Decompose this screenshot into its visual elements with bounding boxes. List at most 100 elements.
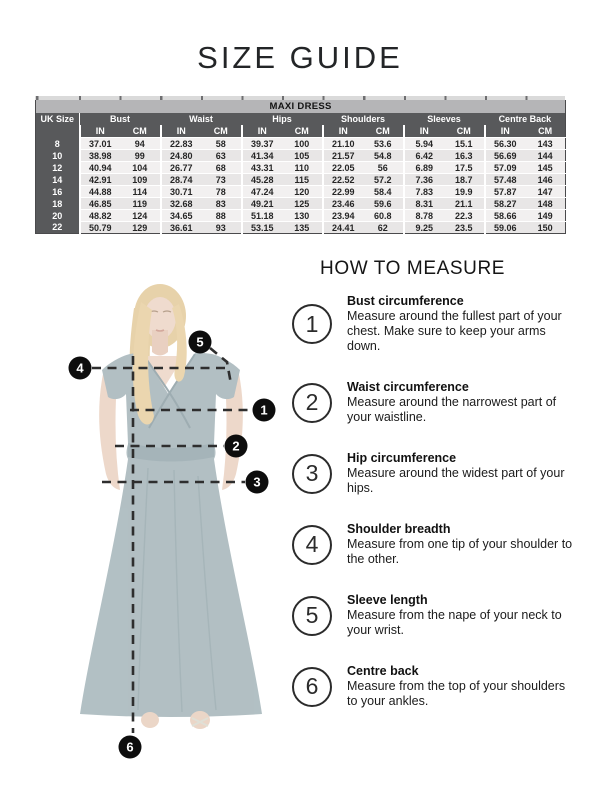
table-cell: 143 — [525, 137, 566, 150]
unit-header: CM — [525, 125, 566, 138]
measure-step-heading: Shoulder breadth — [347, 522, 451, 536]
table-cell: 15.1 — [444, 137, 485, 150]
marker-3: 3 — [245, 470, 269, 494]
table-cell: 28.74 — [159, 173, 201, 186]
unit-header: IN — [321, 125, 363, 138]
uk-size-cell: 16 — [35, 185, 80, 198]
table-cell: 63 — [201, 149, 242, 162]
measure-step-heading: Bust circumference — [347, 294, 464, 308]
table-title: MAXI DRESS — [35, 100, 566, 113]
svg-text:5: 5 — [196, 335, 203, 350]
table-cell: 22.83 — [159, 137, 201, 150]
table-cell: 100 — [282, 137, 323, 150]
table-cell: 83 — [201, 197, 242, 210]
measure-step-description: Measure around the fullest part of your … — [347, 309, 562, 353]
measure-step-description: Measure from one tip of your shoulder to… — [347, 537, 573, 566]
measure-step-description: Measure from the top of your shoulders t… — [347, 679, 566, 708]
table-cell: 37.01 — [78, 137, 120, 150]
table-cell: 38.98 — [78, 149, 120, 162]
table-cell: 34.65 — [159, 209, 201, 222]
table-cell: 88 — [201, 209, 242, 222]
table-cell: 124 — [120, 209, 161, 222]
measure-step-heading: Hip circumference — [347, 451, 457, 465]
measure-item: 4 Shoulder breadth Measure from one tip … — [290, 522, 586, 567]
table-cell: 6.42 — [402, 149, 444, 162]
measure-item: 5 Sleeve length Measure from the nape of… — [290, 593, 586, 638]
table-cell: 7.36 — [402, 173, 444, 186]
uk-size-cell: 14 — [35, 173, 80, 186]
unit-header: CM — [363, 125, 404, 138]
uk-size-header: UK Size — [35, 113, 80, 138]
table-cell: 119 — [120, 197, 161, 210]
table-cell: 56 — [363, 161, 404, 174]
table-cell: 17.5 — [444, 161, 485, 174]
unit-header: CM — [282, 125, 323, 138]
unit-header: CM — [444, 125, 485, 138]
group-header: Hips — [241, 113, 323, 125]
table-cell: 22.05 — [321, 161, 363, 174]
table-cell: 21.10 — [321, 137, 363, 150]
measure-step-number: 2 — [292, 382, 332, 423]
table-row: 14 42.91 109 28.74 73 45.28 115 22.52 57.2 7.36 18… — [35, 173, 566, 186]
measure-item: 3 Hip circumference Measure around the w… — [290, 451, 586, 496]
marker-4: 4 — [68, 356, 92, 380]
table-cell: 47.24 — [240, 185, 282, 198]
marker-5: 5 — [188, 330, 212, 354]
measure-step-number: 1 — [292, 304, 332, 344]
table-cell: 50.79 — [78, 221, 120, 234]
group-header: Bust — [79, 113, 161, 125]
table-cell: 120 — [282, 185, 323, 198]
table-top-border — [35, 96, 565, 100]
table-cell: 21.1 — [444, 197, 485, 210]
measure-step-heading: Sleeve length — [347, 593, 428, 607]
measure-step-number: 5 — [292, 595, 332, 636]
table-cell: 144 — [525, 149, 566, 162]
table-cell: 129 — [120, 221, 161, 234]
group-header: Shoulders — [322, 113, 404, 125]
measure-step-description: Measure around the widest part of your h… — [347, 466, 565, 495]
unit-header: IN — [240, 125, 282, 138]
measure-step-heading: Centre back — [347, 664, 419, 678]
table-cell: 18.7 — [444, 173, 485, 186]
measure-step-number: 3 — [292, 453, 332, 494]
table-row: 12 40.94 104 26.77 68 43.31 110 22.05 56 6.89 17.5… — [35, 161, 566, 174]
table-cell: 57.48 — [483, 173, 525, 186]
table-cell: 99 — [120, 149, 161, 162]
how-to-measure-title: HOW TO MEASURE — [320, 258, 506, 279]
table-cell: 68 — [201, 161, 242, 174]
table-cell: 53.15 — [240, 221, 282, 234]
table-cell: 115 — [282, 173, 323, 186]
table-cell: 43.31 — [240, 161, 282, 174]
table-cell: 104 — [120, 161, 161, 174]
table-cell: 49.21 — [240, 197, 282, 210]
page-title: SIZE GUIDE — [197, 40, 403, 75]
measure-item: 2 Waist circumference Measure around the… — [290, 380, 586, 425]
measure-item: 6 Centre back Measure from the top of yo… — [290, 664, 586, 709]
uk-size-cell: 20 — [35, 209, 80, 222]
table-cell: 44.88 — [78, 185, 120, 198]
table-cell: 78 — [201, 185, 242, 198]
marker-2: 2 — [224, 434, 248, 458]
table-title-row: MAXI DRESS — [35, 100, 566, 113]
size-guide-table-section: MAXI DRESS UK Size Bust Waist Hips Shoulder… — [35, 96, 567, 234]
table-cell: 8.31 — [402, 197, 444, 210]
marker-6: 6 — [118, 735, 142, 759]
uk-size-cell: 10 — [35, 149, 80, 162]
unit-header: IN — [483, 125, 525, 138]
measurement-lines — [92, 346, 252, 733]
table-row: 22 50.79 129 36.61 93 53.15 135 24.41 62 9.25 23.5… — [35, 221, 566, 234]
table-cell: 45.28 — [240, 173, 282, 186]
measure-item: 1 Bust circumference Measure around the … — [290, 294, 586, 354]
group-header: Waist — [160, 113, 242, 125]
table-unit-header-row: IN CM IN CM IN CM IN CM IN CM IN CM — [36, 125, 566, 138]
table-cell: 58 — [201, 137, 242, 150]
unit-header: CM — [120, 125, 161, 138]
table-cell: 59.06 — [483, 221, 525, 234]
measure-step-heading: Waist circumference — [347, 380, 469, 394]
table-cell: 93 — [201, 221, 242, 234]
measure-step-number: 4 — [292, 524, 332, 565]
table-cell: 62 — [363, 221, 404, 234]
svg-text:3: 3 — [253, 475, 260, 490]
svg-text:1: 1 — [260, 403, 267, 418]
table-cell: 5.94 — [402, 137, 444, 150]
